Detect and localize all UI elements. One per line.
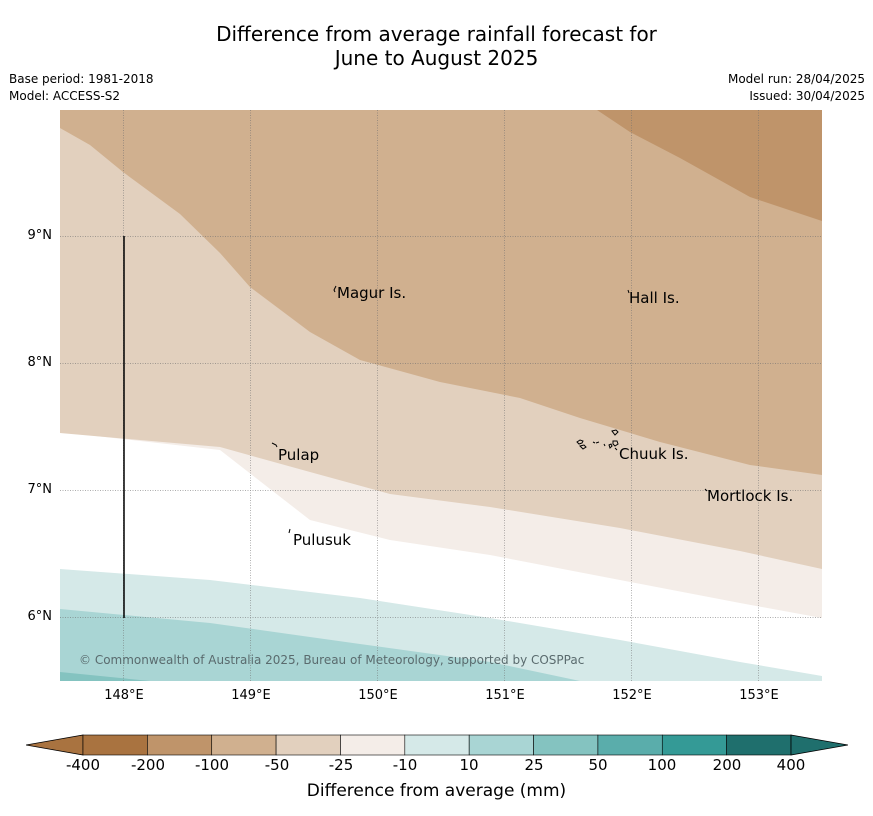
lon-tick-148e: 148°E bbox=[104, 688, 144, 703]
cbar-tick-neg50: -50 bbox=[264, 756, 290, 774]
colorbar-extend-low bbox=[26, 734, 84, 756]
title-line-1: Difference from average rainfall forecas… bbox=[216, 22, 657, 46]
lat-tick-8n: 8°N bbox=[27, 355, 53, 370]
colorbar-cell bbox=[661, 734, 727, 756]
lon-tick-149e: 149°E bbox=[231, 688, 271, 703]
colorbar-cells bbox=[82, 734, 792, 756]
cbar-tick-400: 400 bbox=[776, 756, 806, 774]
map-title: Difference from average rainfall forecas… bbox=[0, 22, 873, 70]
zone-wet-25-50 bbox=[60, 609, 580, 681]
cbar-tick-10: 10 bbox=[459, 756, 479, 774]
model-run: Model run: 28/04/2025 bbox=[727, 72, 865, 86]
colorbar-cell bbox=[597, 734, 663, 756]
zone-dry-50-100 bbox=[60, 110, 822, 475]
colorbar-cell bbox=[275, 734, 341, 756]
mortlock-island-shape bbox=[704, 488, 708, 492]
label-magur-is: Magur Is. bbox=[337, 284, 407, 302]
hall-island-shape bbox=[627, 289, 630, 294]
colorbar-cell bbox=[147, 734, 213, 756]
colorbar-cell bbox=[340, 734, 406, 756]
colorbar-cell bbox=[82, 734, 148, 756]
lon-tick-153e: 153°E bbox=[739, 688, 779, 703]
lon-tick-151e: 151°E bbox=[485, 688, 525, 703]
title-line-2: June to August 2025 bbox=[334, 46, 539, 70]
meta-right: Model run: 28/04/2025 Issued: 30/04/2025 bbox=[728, 71, 865, 105]
lon-tick-150e: 150°E bbox=[358, 688, 398, 703]
lat-tick-7n: 7°N bbox=[27, 482, 53, 497]
island-marks bbox=[271, 285, 708, 534]
lat-tick-6n: 6°N bbox=[27, 609, 53, 624]
cbar-tick-neg400: -400 bbox=[65, 756, 101, 774]
cbar-tick-200: 200 bbox=[712, 756, 742, 774]
issued-date: Issued: 30/04/2025 bbox=[749, 89, 865, 103]
cbar-tick-25: 25 bbox=[524, 756, 544, 774]
colorbar-cell bbox=[404, 734, 470, 756]
copyright-notice: © Commonwealth of Australia 2025, Bureau… bbox=[79, 653, 585, 667]
cbar-tick-neg25: -25 bbox=[328, 756, 354, 774]
colorbar-cell bbox=[533, 734, 599, 756]
magur-island-shape bbox=[333, 285, 337, 293]
cbar-tick-neg200: -200 bbox=[130, 756, 166, 774]
label-pulap: Pulap bbox=[278, 446, 320, 464]
meta-left: Base period: 1981-2018 Model: ACCESS-S2 bbox=[9, 71, 154, 105]
cbar-tick-100: 100 bbox=[647, 756, 677, 774]
colorbar-cell bbox=[726, 734, 792, 756]
lon-tick-152e: 152°E bbox=[612, 688, 652, 703]
pulusuk-island-shape bbox=[288, 528, 291, 534]
pulap-island-shape bbox=[271, 442, 278, 448]
cbar-tick-neg100: -100 bbox=[194, 756, 230, 774]
cbar-tick-neg10: -10 bbox=[392, 756, 418, 774]
zone-wet-50-100 bbox=[60, 672, 150, 681]
colorbar-cell bbox=[211, 734, 277, 756]
cbar-tick-50: 50 bbox=[588, 756, 608, 774]
base-period: Base period: 1981-2018 bbox=[9, 72, 154, 86]
colorbar-extend-high bbox=[790, 734, 848, 756]
label-hall-is: Hall Is. bbox=[629, 289, 680, 307]
label-chuuk-is: Chuuk Is. bbox=[619, 445, 689, 463]
colorbar-label: Difference from average (mm) bbox=[306, 781, 567, 801]
label-pulusuk: Pulusuk bbox=[293, 531, 351, 549]
model-name: Model: ACCESS-S2 bbox=[9, 89, 121, 103]
rainfall-map bbox=[60, 110, 822, 681]
zone-dry-100-200 bbox=[597, 110, 822, 221]
lat-tick-9n: 9°N bbox=[27, 228, 53, 243]
chuuk-island-shape bbox=[576, 429, 619, 451]
label-mortlock-is: Mortlock Is. bbox=[707, 487, 794, 505]
colorbar-cell bbox=[468, 734, 534, 756]
colorbar bbox=[26, 734, 848, 756]
